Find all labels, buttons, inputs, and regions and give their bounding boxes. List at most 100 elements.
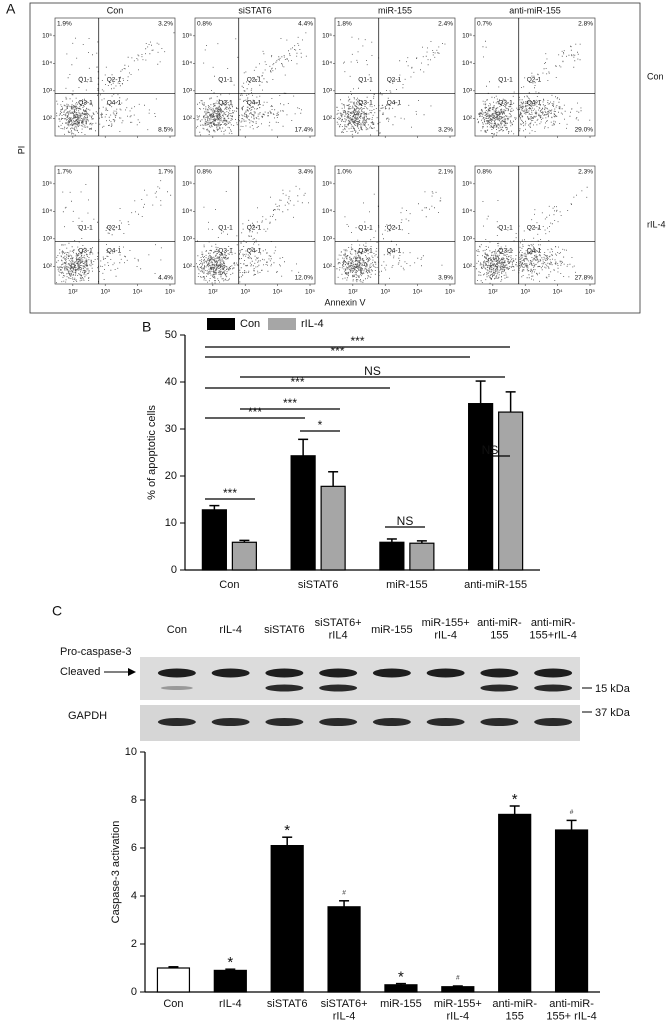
x-tick-label: anti-miR-155 — [492, 998, 537, 1023]
quadrant-label: Q1-1 — [218, 76, 233, 83]
y-tick-label: 10³ — [463, 88, 473, 95]
row-label: Con — [647, 71, 664, 81]
y-tick-label: 10⁵ — [462, 181, 472, 188]
bar — [441, 986, 475, 993]
quadrant-label: Q1-1 — [358, 76, 373, 83]
bar — [327, 906, 361, 993]
x-tick-label: siSTAT6 — [267, 998, 308, 1010]
dot-cloud-early-apoptotic — [518, 87, 591, 134]
y-tick-label: 0 — [131, 986, 137, 998]
quadrant-percent: 27.8% — [575, 275, 594, 282]
lane-label: anti-miR-155+rIL-4 — [529, 617, 576, 642]
y-tick-label: 30 — [165, 423, 177, 435]
dot-cloud-early-apoptotic — [518, 239, 576, 282]
quadrant-percent: 1.9% — [57, 21, 72, 28]
quadrant-percent: 2.1% — [438, 169, 453, 176]
lane-label: anti-miR-155 — [477, 617, 522, 642]
y-tick-label: 10³ — [323, 236, 333, 243]
y-tick-label: 10⁵ — [322, 181, 332, 188]
band-cleaved — [265, 684, 304, 692]
x-tick-label: 10⁵ — [305, 289, 315, 296]
y-tick-label: 10² — [43, 263, 53, 270]
band-gapdh — [534, 718, 573, 726]
legend-swatch — [268, 318, 296, 330]
significance-marker: # — [342, 890, 346, 897]
band-label: Pro-caspase-3 — [60, 646, 132, 658]
band-cleaved — [319, 684, 358, 692]
significance-label: *** — [248, 405, 262, 419]
dot-cloud-live — [56, 87, 103, 136]
bar — [231, 541, 257, 571]
significance-label: * — [318, 418, 323, 432]
quadrant-percent: 3.9% — [438, 275, 453, 282]
x-tick-label: 10⁴ — [553, 289, 563, 296]
plot-frame — [54, 165, 176, 285]
dot-cloud-live — [336, 91, 389, 136]
quadrant-label: Q2-1 — [387, 76, 402, 83]
y-tick-label: 10⁵ — [182, 181, 192, 188]
y-tick-label: 2 — [131, 938, 137, 950]
bar — [379, 541, 405, 571]
quadrant-label: Q4-1 — [247, 247, 262, 254]
plot-frame — [474, 17, 596, 137]
x-tick-label: siSTAT6+ rIL-4 — [321, 998, 368, 1023]
y-tick-label: 10² — [43, 115, 53, 122]
y-tick-label: 10³ — [323, 88, 333, 95]
column-title: Con — [107, 5, 124, 15]
significance-marker: * — [398, 969, 404, 986]
x-tick-label: 10⁴ — [133, 289, 143, 296]
dot-cloud-live — [476, 239, 524, 284]
band-procaspase — [211, 668, 250, 678]
y-tick-label: 10⁵ — [462, 33, 472, 40]
band-gapdh — [319, 718, 358, 726]
quadrant-label: Q4-1 — [107, 99, 122, 106]
quadrant-label: Q2-1 — [107, 224, 122, 231]
quadrant-label: Q2-1 — [107, 76, 122, 83]
y-tick-label: 10⁴ — [182, 60, 192, 67]
significance-label: *** — [223, 486, 237, 500]
quadrant-label: Q1-1 — [498, 76, 513, 83]
quadrant-percent: 0.8% — [197, 169, 212, 176]
x-tick-label: siSTAT6 — [298, 579, 339, 591]
quadrant-label: Q3-1 — [218, 247, 233, 254]
quadrant-percent: 1.7% — [158, 169, 173, 176]
plot-frame — [194, 165, 316, 285]
x-tick-label: 10² — [348, 289, 358, 296]
y-tick-label: 20 — [165, 470, 177, 482]
band-gapdh — [480, 718, 519, 726]
quadrant-label: Q4-1 — [527, 247, 542, 254]
quadrant-label: Q3-1 — [358, 247, 373, 254]
x-tick-label: 10³ — [101, 289, 111, 296]
lane-label: Con — [167, 624, 187, 636]
quadrant-label: Q4-1 — [107, 247, 122, 254]
blot-caspase — [140, 657, 580, 700]
significance-label: *** — [330, 344, 344, 358]
column-title: anti-miR-155 — [509, 5, 561, 15]
dot-cloud-late-apoptotic — [233, 32, 307, 101]
x-tick-label: 10² — [488, 289, 498, 296]
y-tick-label: 10 — [165, 517, 177, 529]
y-tick-label: 10 — [125, 746, 137, 758]
quadrant-percent: 8.5% — [158, 127, 173, 134]
band-gapdh — [265, 718, 304, 726]
quadrant-percent: 0.8% — [477, 169, 492, 176]
x-tick-label: miR-155 — [386, 579, 428, 591]
quadrant-percent: 1.7% — [57, 169, 72, 176]
quadrant-percent: 12.0% — [295, 275, 314, 282]
x-tick-label: 10⁴ — [273, 289, 283, 296]
arrow-head — [128, 668, 136, 676]
y-tick-label: 40 — [165, 376, 177, 388]
y-tick-label: 10³ — [463, 236, 473, 243]
band-procaspase — [319, 668, 358, 678]
x-tick-label: 10³ — [381, 289, 391, 296]
size-label: 15 kDa — [595, 683, 631, 695]
band-gapdh — [372, 718, 411, 726]
significance-marker: * — [227, 954, 233, 971]
significance-label: *** — [350, 334, 364, 348]
quadrant-label: Q3-1 — [78, 247, 93, 254]
quadrant-percent: 4.4% — [158, 275, 173, 282]
y-tick-label: 10⁴ — [182, 208, 192, 215]
quadrant-percent: 4.4% — [298, 21, 313, 28]
y-tick-label: 10³ — [43, 236, 53, 243]
x-axis-label: Annexin V — [324, 297, 365, 307]
